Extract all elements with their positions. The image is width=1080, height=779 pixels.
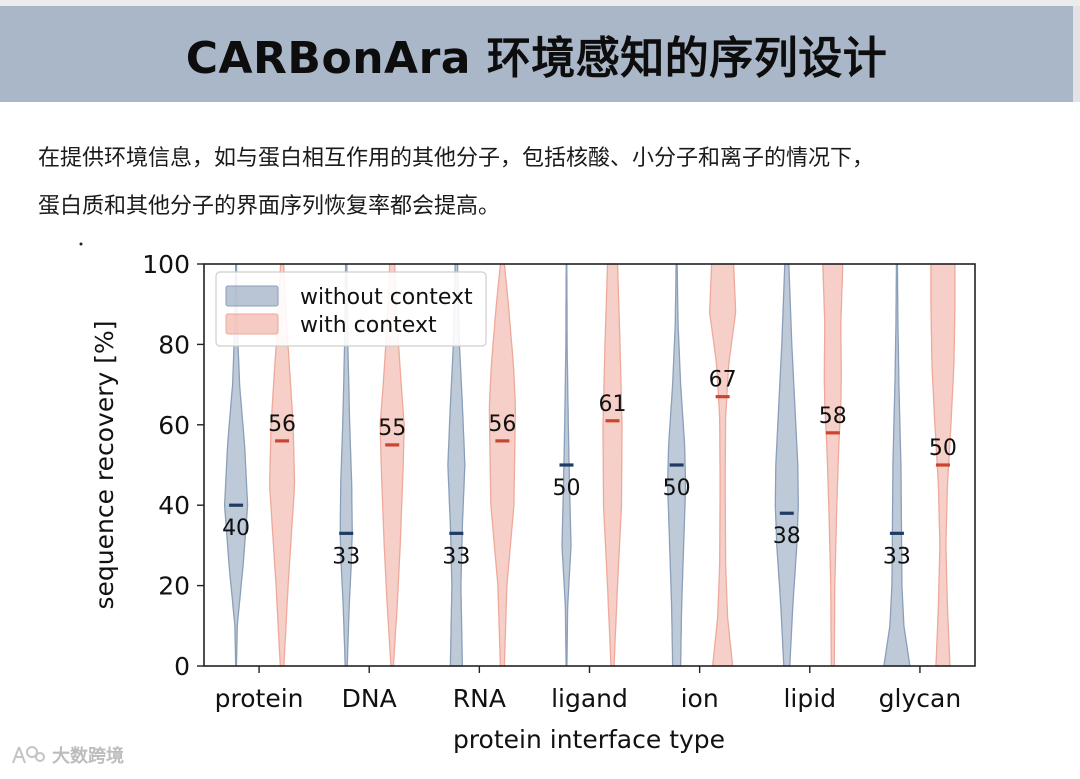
y-tick-label-0: 0 [174,652,190,681]
y-tick-label-100: 100 [142,250,190,279]
violin-with-context-ligand [602,263,623,667]
x-tick-label-lipid: lipid [783,684,836,713]
top-strip [0,0,1080,6]
legend-swatch-with-context [225,313,279,335]
x-tick-label-ligand: ligand [551,684,628,713]
x-tick-label-glycan: glycan [879,684,962,713]
median-label-with-context-glycan: 50 [929,436,957,461]
y-tick-label-40: 40 [158,491,190,520]
description-line-2: 蛋白质和其他分子的界面序列恢复率都会提高。 [38,194,501,219]
x-tick-label-rna: RNA [453,684,506,713]
x-axis: protein DNA RNA ligand ion lipid glycan [215,666,962,713]
median-label-without-context-ion: 50 [663,476,691,501]
watermark-text: 大数跨境 [52,746,124,767]
median-label-without-context-glycan: 33 [883,544,911,569]
legend: without context with context [215,271,487,347]
title-bar: CARBonAra 环境感知的序列设计 [0,6,1073,102]
median-label-without-context-ligand: 50 [553,476,581,501]
watermark-logo-icon [12,746,45,764]
median-label-with-context-ion: 67 [709,368,737,393]
x-tick-label-ion: ion [681,684,719,713]
x-axis-label: protein interface type [453,725,725,754]
median-label-with-context-ligand: 61 [599,392,627,417]
y-tick-label-20: 20 [158,572,190,601]
violin-with-context-rna [488,263,516,667]
medians-layer: 40 33 33 50 50 38 33 56 55 56 61 67 58 50 [222,368,957,570]
median-label-without-context-lipid: 38 [773,524,801,549]
median-label-without-context-dna: 33 [332,544,360,569]
y-axis-label: sequence recovery [%] [90,320,119,609]
legend-label-with-context: with context [300,313,437,338]
page-title: CARBonAra 环境感知的序列设计 [185,33,888,84]
y-tick-label-60: 60 [158,411,190,440]
violin-with-context-ion [708,263,737,667]
median-label-without-context-protein: 40 [222,516,250,541]
y-tick-label-80: 80 [158,330,190,359]
median-label-with-context-dna: 55 [378,416,406,441]
watermark: 大数跨境 [10,742,124,768]
median-label-without-context-rna: 33 [442,544,470,569]
x-tick-label-dna: DNA [342,684,397,713]
description: 在提供环境信息，如与蛋白相互作用的其他分子，包括核酸、小分子和离子的情况下， 蛋… [38,135,1068,231]
violin-without-context-glycan [883,263,911,667]
legend-label-without-context: without context [300,285,473,310]
median-label-with-context-protein: 56 [268,412,296,437]
right-strip [1073,6,1080,102]
legend-box [215,271,487,347]
description-line-1: 在提供环境信息，如与蛋白相互作用的其他分子，包括核酸、小分子和离子的情况下， [38,146,875,171]
median-label-with-context-rna: 56 [488,412,516,437]
x-tick-label-protein: protein [215,684,304,713]
y-axis: 0 20 40 60 80 100 [142,250,204,681]
stray-dot [79,242,83,246]
median-label-with-context-lipid: 58 [819,404,847,429]
violin-without-context-lipid [774,263,799,667]
violin-chart: 40 33 33 50 50 38 33 56 55 56 61 67 58 50 0 20 40 60 80 10… [79,242,976,754]
legend-swatch-without-context [225,285,279,307]
violin-with-context-lipid [822,263,844,667]
